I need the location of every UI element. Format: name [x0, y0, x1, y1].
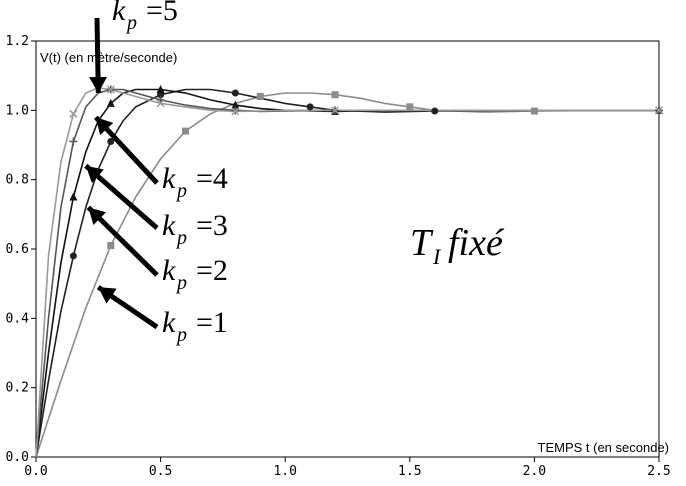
- data-point: [406, 103, 414, 111]
- x-tick-label: 1.5: [398, 464, 421, 479]
- annotation-value: =1: [196, 306, 228, 339]
- annotation-value: =2: [196, 254, 228, 287]
- series-line: [35, 86, 659, 458]
- data-point: [156, 85, 165, 94]
- annotation-k: k: [162, 306, 176, 339]
- annotation-value: =4: [196, 162, 228, 195]
- y-axis-label: V(t) (en mètre/seconde): [40, 50, 177, 65]
- x-tick-label: 2.5: [647, 464, 670, 479]
- y-tick-label: 1.0: [6, 103, 29, 118]
- data-point: [106, 98, 115, 107]
- y-tick-label: 0.0: [6, 450, 29, 465]
- data-point: [69, 109, 78, 118]
- annotation-p: p: [175, 324, 187, 346]
- data-point: [69, 252, 77, 260]
- data-point: [69, 192, 78, 201]
- series-line: [35, 88, 659, 458]
- y-tick-label: 0.2: [6, 381, 29, 396]
- data-point: [106, 85, 115, 94]
- annotation-value: =5: [146, 0, 178, 27]
- data-point: [256, 92, 264, 100]
- annotation-arrow-head: [89, 76, 108, 93]
- annotation-k: k: [112, 0, 126, 27]
- data-point: [306, 103, 314, 111]
- annotation-p: p: [175, 272, 187, 294]
- svg-text:I: I: [432, 244, 442, 269]
- annotation-p: p: [175, 227, 187, 249]
- series-line: [35, 88, 659, 458]
- ti-fixed-note: T I fixé: [410, 222, 505, 269]
- markers-group: [69, 85, 664, 260]
- annotation-p: p: [175, 180, 187, 202]
- x-tick-label: 1.0: [273, 464, 296, 479]
- data-point: [107, 242, 115, 250]
- annotation-label: k p =2: [162, 254, 228, 294]
- data-point: [156, 99, 165, 108]
- annotation-arrow-head: [85, 165, 104, 184]
- annotation-label: k p =4: [162, 162, 228, 202]
- annotation-label: k p =5: [112, 0, 178, 34]
- data-point: [530, 107, 538, 115]
- annotation-k: k: [162, 254, 176, 287]
- annotation-k: k: [162, 162, 176, 195]
- annotation-p: p: [125, 12, 137, 34]
- data-point: [107, 138, 115, 146]
- y-tick-label: 0.6: [6, 242, 29, 257]
- data-point: [182, 127, 190, 135]
- data-point: [69, 137, 78, 146]
- annotation-arrow-shaft: [86, 205, 159, 277]
- y-tick-label: 1.2: [6, 34, 29, 49]
- annotation-arrow-head: [95, 117, 114, 136]
- data-point: [231, 100, 240, 109]
- axis-ticks: 0.0 0.5 1.0 1.5 2.0 2.5 0.0 0.2 0.4 0.6 0.8 1.0 1.2: [6, 34, 671, 479]
- data-point: [231, 107, 240, 116]
- data-point: [331, 91, 339, 99]
- y-tick-label: 0.4: [6, 311, 30, 326]
- annotation-label: k p =3: [162, 209, 228, 249]
- annotation-k: k: [162, 209, 176, 242]
- annotations-group: k p =5k p =4k p =3k p =2k p =1: [84, 0, 228, 346]
- x-tick-label: 2.0: [523, 464, 546, 479]
- series-group: [35, 86, 659, 458]
- data-point: [654, 106, 664, 115]
- x-axis-label: TEMPS t (en seconde): [538, 440, 670, 455]
- data-point: [231, 89, 239, 97]
- series-line: [35, 92, 659, 458]
- annotation-arrow-head: [88, 207, 107, 226]
- x-tick-label: 0.0: [24, 464, 47, 479]
- annotation-arrow-head: [98, 287, 117, 304]
- svg-text:T: T: [410, 222, 434, 264]
- series-line: [35, 88, 659, 458]
- y-tick-label: 0.8: [6, 173, 29, 188]
- svg-text:fixé: fixé: [448, 222, 505, 264]
- data-point: [331, 106, 340, 115]
- x-tick-label: 0.5: [149, 464, 172, 479]
- data-point: [431, 107, 439, 115]
- annotation-value: =3: [196, 209, 228, 242]
- annotation-label: k p =1: [162, 306, 228, 346]
